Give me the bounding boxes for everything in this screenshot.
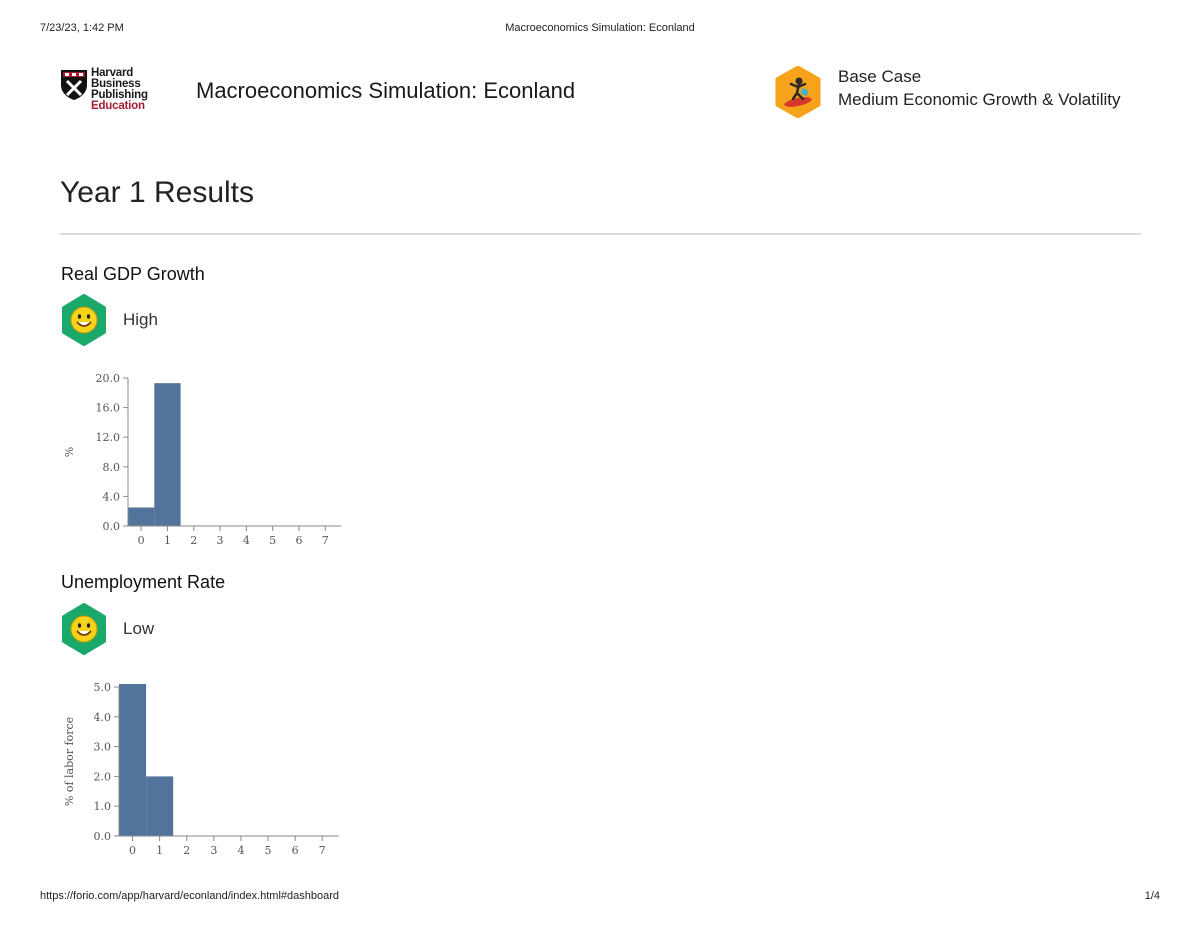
x-tick-label: 2 bbox=[183, 844, 190, 857]
logo-line-1: Harvard bbox=[91, 67, 134, 79]
smiley-face-icon bbox=[62, 294, 106, 346]
section-title-unemployment-rate: Unemployment Rate bbox=[61, 572, 226, 592]
y-axis-label: % of labor force bbox=[63, 717, 76, 806]
divider bbox=[60, 233, 1141, 235]
y-tick-label: 3.0 bbox=[94, 741, 112, 754]
surfer-icon bbox=[775, 66, 821, 118]
x-tick-label: 1 bbox=[156, 844, 163, 857]
y-tick-label: 0.0 bbox=[94, 830, 112, 843]
y-tick-label: 20.0 bbox=[96, 372, 121, 385]
app-title: Macroeconomics Simulation: Econland bbox=[196, 78, 576, 103]
x-tick-label: 5 bbox=[265, 844, 272, 857]
real-gdp-growth-chart: 0.0 4.0 8.0 12.0 16.0 20.0 0 1 2 3 4 5 6 7% bbox=[63, 372, 342, 547]
x-tick-label: 6 bbox=[295, 534, 302, 547]
bar-0 bbox=[128, 507, 155, 526]
logo-line-3: Publishing bbox=[91, 89, 148, 101]
print-url: https://forio.com/app/harvard/econland/i… bbox=[40, 890, 340, 902]
y-tick-label: 2.0 bbox=[94, 770, 112, 783]
x-tick-label: 0 bbox=[129, 844, 136, 857]
harvard-business-publishing-logo: Harvard Business Publishing Education bbox=[60, 67, 164, 116]
print-header: 7/23/23, 1:42 PM Macroeconomics Simulati… bbox=[40, 22, 1160, 38]
x-tick-label: 7 bbox=[322, 534, 329, 547]
y-tick-label: 1.0 bbox=[94, 800, 112, 813]
bar-1 bbox=[146, 776, 174, 836]
x-tick-label: 2 bbox=[190, 534, 197, 547]
y-tick-label: 4.0 bbox=[103, 490, 121, 503]
logo-line-2: Business bbox=[91, 78, 141, 90]
scenario-description: Medium Economic Growth & Volatility bbox=[838, 90, 1121, 109]
section-title-real-gdp-growth: Real GDP Growth bbox=[61, 264, 205, 284]
x-tick-label: 7 bbox=[319, 844, 326, 857]
logo-line-4: Education bbox=[91, 100, 145, 112]
x-tick-label: 0 bbox=[138, 534, 145, 547]
x-tick-label: 5 bbox=[269, 534, 276, 547]
unemployment-rate-chart: 0.0 1.0 2.0 3.0 4.0 5.0 0 1 2 3 4 5 6 7 % of labor for… bbox=[63, 681, 339, 857]
bar-0 bbox=[119, 684, 147, 836]
y-axis-label: % bbox=[63, 447, 76, 457]
print-date: 7/23/23, 1:42 PM bbox=[40, 22, 124, 34]
status-unemployment-rate: Low bbox=[123, 619, 155, 638]
x-tick-label: 1 bbox=[164, 534, 171, 547]
scenario-name: Base Case bbox=[838, 67, 922, 86]
x-tick-label: 4 bbox=[243, 534, 250, 547]
y-tick-label: 0.0 bbox=[103, 520, 121, 533]
print-footer: https://forio.com/app/harvard/econland/i… bbox=[40, 890, 1160, 906]
page-number: 1/4 bbox=[1144, 890, 1160, 902]
shield-icon bbox=[61, 70, 87, 100]
x-tick-label: 3 bbox=[217, 534, 224, 547]
x-tick-label: 6 bbox=[292, 844, 299, 857]
status-real-gdp-growth: High bbox=[123, 310, 158, 329]
x-tick-label: 3 bbox=[210, 844, 217, 857]
y-tick-label: 8.0 bbox=[103, 461, 121, 474]
y-tick-label: 16.0 bbox=[96, 402, 121, 415]
smiley-face-icon bbox=[62, 603, 106, 655]
x-tick-label: 4 bbox=[237, 844, 244, 857]
y-tick-label: 12.0 bbox=[96, 431, 121, 444]
print-title: Macroeconomics Simulation: Econland bbox=[505, 22, 695, 34]
bar-1 bbox=[154, 383, 181, 526]
y-tick-label: 4.0 bbox=[94, 711, 112, 724]
y-tick-label: 5.0 bbox=[94, 681, 112, 694]
page-heading: Year 1 Results bbox=[60, 176, 255, 209]
